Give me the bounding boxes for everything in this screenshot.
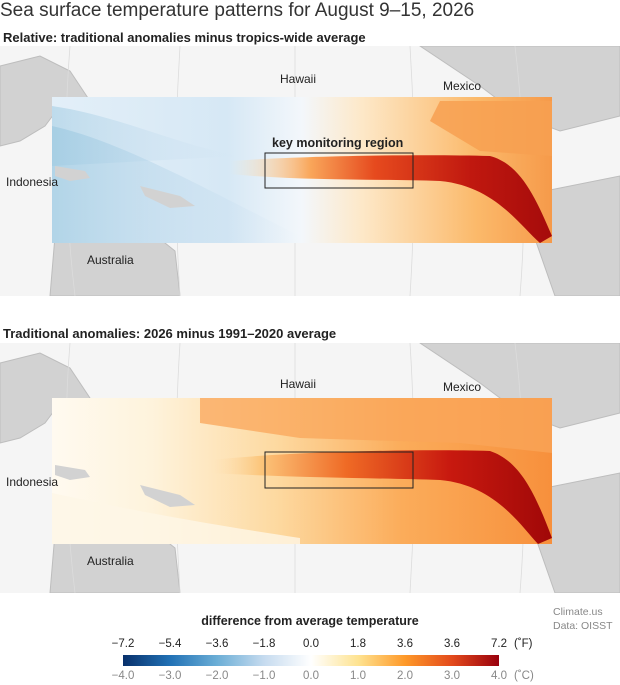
colorbar-gradient — [123, 655, 499, 666]
indonesia-label: Indonesia — [6, 175, 58, 189]
panel-2-map-svg: Hawaii Mexico Indonesia Australia — [0, 343, 620, 593]
c-tick: 2.0 — [397, 670, 413, 682]
key-monitoring-region-label: key monitoring region — [272, 136, 403, 150]
page-title: Sea surface temperature patterns for Aug… — [0, 0, 475, 21]
credit-data: Data: OISST — [553, 620, 613, 632]
f-tick: 7.2 — [491, 638, 507, 650]
celsius-unit: (˚C) — [514, 670, 534, 682]
c-tick: −1.0 — [252, 670, 276, 682]
north-america-landmass — [419, 343, 620, 429]
c-tick: 0.0 — [303, 670, 319, 682]
warm-anomaly-northeast — [430, 101, 552, 156]
credit-source: Climate.us — [553, 606, 603, 618]
c-tick: 1.0 — [350, 670, 366, 682]
c-tick: 3.0 — [444, 670, 460, 682]
f-tick: 1.8 — [350, 638, 366, 650]
warm-anomaly-band — [230, 155, 552, 243]
mexico-label: Mexico — [443, 79, 481, 93]
indonesia-islands — [55, 166, 90, 181]
legend-title: difference from average temperature — [201, 614, 419, 628]
hawaii-label: Hawaii — [280, 377, 316, 391]
c-tick: −4.0 — [111, 670, 135, 682]
panel-2-subtitle: Traditional anomalies: 2026 minus 1991–2… — [3, 326, 337, 341]
australia-label: Australia — [87, 253, 134, 267]
celsius-ticks: −4.0 −3.0 −2.0 −1.0 0.0 1.0 2.0 3.0 4.0 … — [0, 670, 620, 684]
australia-label: Australia — [87, 554, 134, 568]
fahrenheit-ticks: −7.2 −5.4 −3.6 −1.8 0.0 1.8 3.6 3.6 7.2 … — [0, 638, 620, 652]
panel-1-map-svg: key monitoring region Hawaii Mexico Indo… — [0, 46, 620, 296]
f-tick: −3.6 — [205, 638, 229, 650]
north-america-landmass — [419, 46, 620, 132]
f-tick: −5.4 — [158, 638, 182, 650]
f-tick: 3.6 — [397, 638, 413, 650]
mexico-label: Mexico — [443, 380, 481, 394]
fahrenheit-unit: (˚F) — [514, 638, 533, 650]
panel-2-map: Hawaii Mexico Indonesia Australia — [0, 343, 620, 593]
warm-anomaly-north — [200, 398, 552, 453]
f-tick: −7.2 — [111, 638, 135, 650]
new-guinea-island — [140, 485, 195, 507]
neutral-anomaly-south — [52, 493, 300, 544]
warm-anomaly-band — [210, 450, 552, 544]
f-tick: −1.8 — [252, 638, 276, 650]
f-tick: 3.6 — [444, 638, 460, 650]
colorbar — [123, 655, 499, 666]
new-guinea-island — [140, 186, 195, 208]
c-tick: 4.0 — [491, 670, 507, 682]
f-tick: 0.0 — [303, 638, 319, 650]
key-monitoring-region-box — [264, 451, 414, 489]
panel-1-map: key monitoring region Hawaii Mexico Indo… — [0, 46, 620, 296]
indonesia-islands — [55, 465, 90, 480]
key-monitoring-region-box — [264, 152, 414, 189]
indonesia-label: Indonesia — [6, 475, 58, 489]
panel-1-subtitle: Relative: traditional anomalies minus tr… — [3, 30, 366, 45]
c-tick: −3.0 — [158, 670, 182, 682]
cool-anomaly-north — [52, 106, 240, 166]
c-tick: −2.0 — [205, 670, 229, 682]
hawaii-label: Hawaii — [280, 72, 316, 86]
